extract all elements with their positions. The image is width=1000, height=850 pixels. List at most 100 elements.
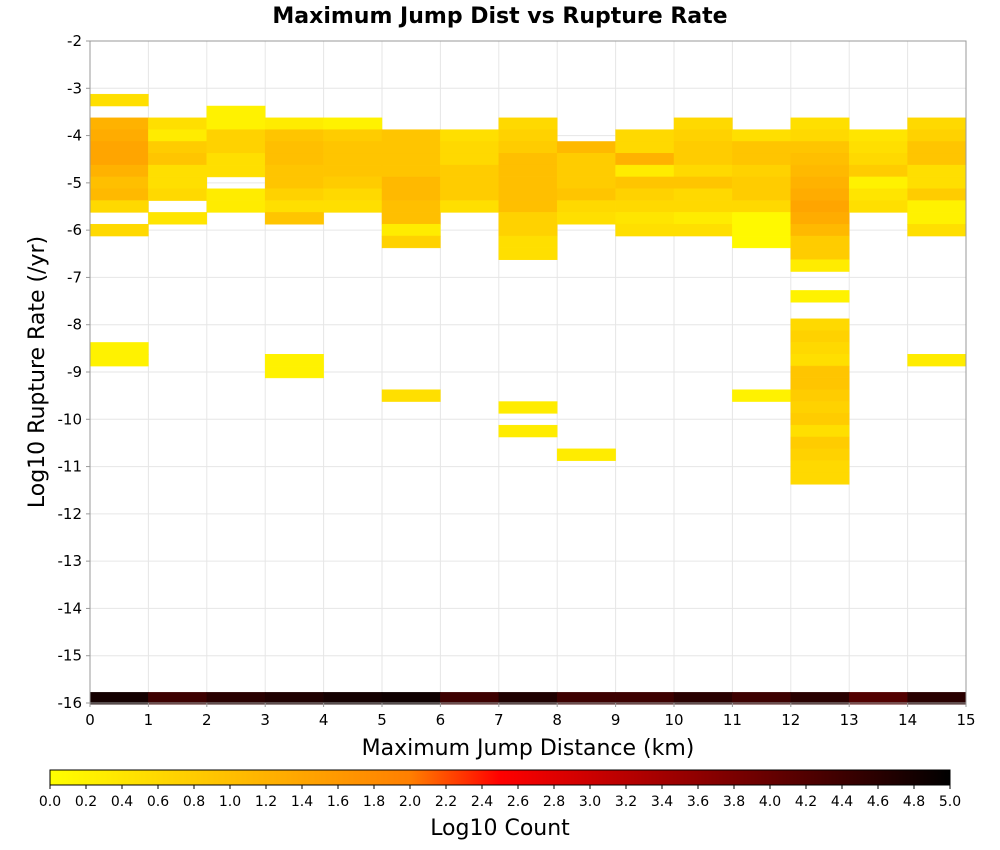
heatmap-cell [848,188,908,201]
heatmap-cell [673,153,733,166]
heatmap-cell [790,223,850,237]
colorbar-tick-label: 1.0 [219,794,241,810]
heatmap-cell [907,188,967,201]
heatmap-cell [381,141,441,154]
heatmap-cell [673,117,733,130]
heatmap-cell [732,223,792,237]
heatmap-cell [732,164,792,178]
x-tick-label: 1 [144,711,154,729]
heatmap-cell [323,129,383,142]
heatmap-cell [323,164,383,178]
heatmap-cell [556,200,616,213]
heatmap-cell [615,692,675,705]
heatmap-cell [264,692,324,705]
heatmap-cell [790,365,850,379]
heatmap-cell [148,129,208,142]
colorbar-tick-label: 1.4 [291,794,313,810]
heatmap-cell [556,448,616,461]
heatmap-cell [381,235,441,249]
heatmap-cell [673,692,733,705]
heatmap-cell [907,200,967,213]
y-tick-label: -6 [67,221,82,239]
heatmap-cell [440,200,500,213]
x-tick-label: 8 [552,711,562,729]
heatmap-cell [732,212,792,225]
heatmap-cell [556,176,616,190]
heatmap-cell [615,223,675,237]
heatmap-cell [673,223,733,237]
heatmap-cell [498,176,558,190]
heatmap-cell [323,141,383,154]
colorbar-ticks: 0.0 0.2 0.4 0.6 0.8 1.0 1.2 1.4 1.6 1.8 2.0 2.2 2.4 2… [39,785,961,810]
heatmap-cell [323,692,383,705]
heatmap-cell [381,153,441,166]
x-tick-label: 3 [260,711,270,729]
colorbar-tick-label: 1.2 [255,794,277,810]
x-tick-label: 6 [436,711,446,729]
heatmap-cell [264,164,324,178]
heatmap-cell [907,164,967,178]
heatmap-cell [323,200,383,213]
heatmap-cell [673,188,733,201]
heatmap-cell [556,212,616,225]
heatmap-cell [498,692,558,705]
heatmap-cell [323,176,383,190]
heatmap-cell [264,117,324,130]
heatmap-cell [790,330,850,343]
heatmap-cell [498,247,558,260]
heatmap-cell [615,200,675,213]
heatmap-cell [556,692,616,705]
heatmap-cell [148,212,208,225]
heatmap-cell [148,117,208,130]
y-tick-label: -11 [58,458,83,476]
heatmap-cell [732,389,792,402]
heatmap-cell [556,188,616,201]
heatmap-cell [556,141,616,154]
y-tick-label: -9 [67,363,82,381]
heatmap-cell [148,188,208,201]
heatmap-cell [790,436,850,450]
colorbar-tick-label: 2.2 [435,794,457,810]
x-tick-label: 0 [85,711,95,729]
heatmap-cell [264,176,324,190]
heatmap-cell [848,164,908,178]
heatmap-cell [440,141,500,154]
heatmap-cell [206,117,266,130]
heatmap-cells [89,93,967,705]
heatmap-cell [89,129,149,142]
heatmap-cell [790,164,850,178]
y-tick-label: -10 [58,410,83,428]
colorbar-tick-label: 4.6 [867,794,889,810]
x-tick-label: 7 [494,711,504,729]
heatmap-cell [790,401,850,414]
heatmap-cell [848,153,908,166]
colorbar-tick-label: 2.6 [507,794,529,810]
heatmap-cell [732,235,792,249]
heatmap-cell [89,141,149,154]
heatmap-cell [907,354,967,367]
heatmap-cell [615,129,675,142]
heatmap-cell [381,212,441,225]
heatmap-cell [615,212,675,225]
heatmap-cell [790,354,850,367]
heatmap-cell [206,188,266,201]
heatmap-cell [790,318,850,331]
heatmap-cell [323,153,383,166]
y-tick-label: -4 [67,127,82,145]
heatmap-cell [848,141,908,154]
heatmap-cell [498,188,558,201]
heatmap-cell [498,223,558,237]
heatmap-cell [264,129,324,142]
heatmap-cell [907,212,967,225]
colorbar-tick-label: 1.8 [363,794,385,810]
heatmap-cell [89,200,149,213]
heatmap-cell [790,117,850,130]
heatmap-cell [615,153,675,166]
heatmap-cell [615,176,675,190]
y-tick-label: -8 [67,316,82,334]
y-tick-label: -3 [67,79,82,97]
heatmap-cell [89,188,149,201]
colorbar-tick-label: 0.4 [111,794,133,810]
heatmap-cell [790,290,850,303]
heatmap-cell [89,692,149,705]
